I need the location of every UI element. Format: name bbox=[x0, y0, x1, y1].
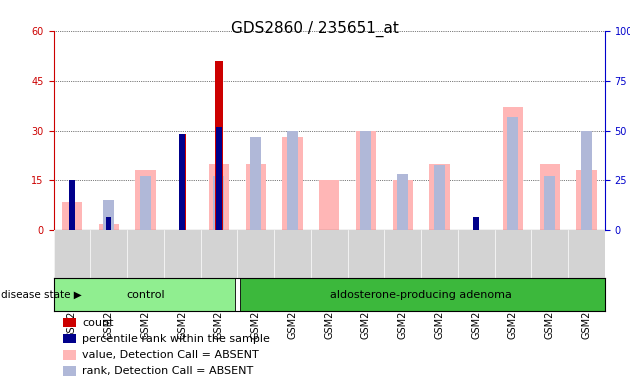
Bar bbox=[209, 164, 229, 230]
Bar bbox=[54, 278, 234, 311]
Text: rank, Detection Call = ABSENT: rank, Detection Call = ABSENT bbox=[82, 366, 253, 376]
Text: control: control bbox=[126, 290, 164, 300]
Bar bbox=[180, 134, 185, 230]
Bar bbox=[98, 224, 119, 230]
Bar bbox=[216, 127, 222, 230]
Text: percentile rank within the sample: percentile rank within the sample bbox=[82, 334, 270, 344]
Text: aldosterone-producing adenoma: aldosterone-producing adenoma bbox=[330, 290, 512, 300]
Text: value, Detection Call = ABSENT: value, Detection Call = ABSENT bbox=[82, 350, 259, 360]
Bar bbox=[397, 174, 408, 230]
Bar bbox=[507, 117, 518, 230]
Bar bbox=[319, 180, 340, 230]
Bar bbox=[473, 217, 479, 230]
Bar bbox=[539, 164, 560, 230]
Bar bbox=[287, 131, 298, 230]
Bar bbox=[106, 217, 112, 230]
Bar bbox=[135, 170, 156, 230]
Bar bbox=[140, 177, 151, 230]
Bar bbox=[69, 180, 75, 230]
Bar bbox=[250, 137, 261, 230]
Bar bbox=[240, 278, 605, 311]
Bar bbox=[356, 131, 376, 230]
Bar bbox=[214, 177, 224, 230]
Bar bbox=[282, 137, 302, 230]
Bar bbox=[392, 180, 413, 230]
Bar bbox=[246, 164, 266, 230]
Bar bbox=[544, 177, 555, 230]
Bar bbox=[581, 131, 592, 230]
Bar bbox=[576, 170, 597, 230]
Bar bbox=[215, 61, 222, 230]
Text: count: count bbox=[82, 318, 113, 328]
Text: disease state ▶: disease state ▶ bbox=[1, 290, 81, 300]
Bar bbox=[434, 164, 445, 230]
Bar bbox=[62, 202, 82, 230]
Bar bbox=[360, 131, 372, 230]
Bar bbox=[429, 164, 450, 230]
Bar bbox=[103, 200, 114, 230]
Bar bbox=[503, 107, 523, 230]
Text: GDS2860 / 235651_at: GDS2860 / 235651_at bbox=[231, 21, 399, 37]
Bar bbox=[178, 134, 186, 230]
